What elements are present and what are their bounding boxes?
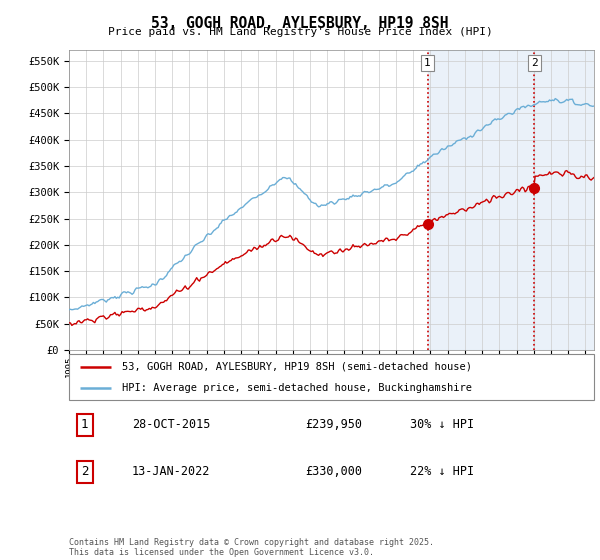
Text: Contains HM Land Registry data © Crown copyright and database right 2025.
This d: Contains HM Land Registry data © Crown c…: [69, 538, 434, 557]
Text: £330,000: £330,000: [305, 465, 362, 478]
Text: 53, GOGH ROAD, AYLESBURY, HP19 8SH: 53, GOGH ROAD, AYLESBURY, HP19 8SH: [151, 16, 449, 31]
Text: 53, GOGH ROAD, AYLESBURY, HP19 8SH (semi-detached house): 53, GOGH ROAD, AYLESBURY, HP19 8SH (semi…: [121, 362, 472, 372]
Text: 13-JAN-2022: 13-JAN-2022: [132, 465, 211, 478]
Text: 28-OCT-2015: 28-OCT-2015: [132, 418, 211, 431]
Text: 30% ↓ HPI: 30% ↓ HPI: [410, 418, 475, 431]
Text: £239,950: £239,950: [305, 418, 362, 431]
Bar: [428, 50, 535, 350]
Text: HPI: Average price, semi-detached house, Buckinghamshire: HPI: Average price, semi-detached house,…: [121, 383, 472, 393]
FancyBboxPatch shape: [69, 354, 594, 400]
Text: 1: 1: [424, 58, 431, 68]
Text: 2: 2: [531, 58, 538, 68]
Bar: [535, 50, 600, 350]
Text: 22% ↓ HPI: 22% ↓ HPI: [410, 465, 475, 478]
Text: 1: 1: [81, 418, 89, 431]
Text: Price paid vs. HM Land Registry's House Price Index (HPI): Price paid vs. HM Land Registry's House …: [107, 27, 493, 37]
Text: 2: 2: [81, 465, 89, 478]
